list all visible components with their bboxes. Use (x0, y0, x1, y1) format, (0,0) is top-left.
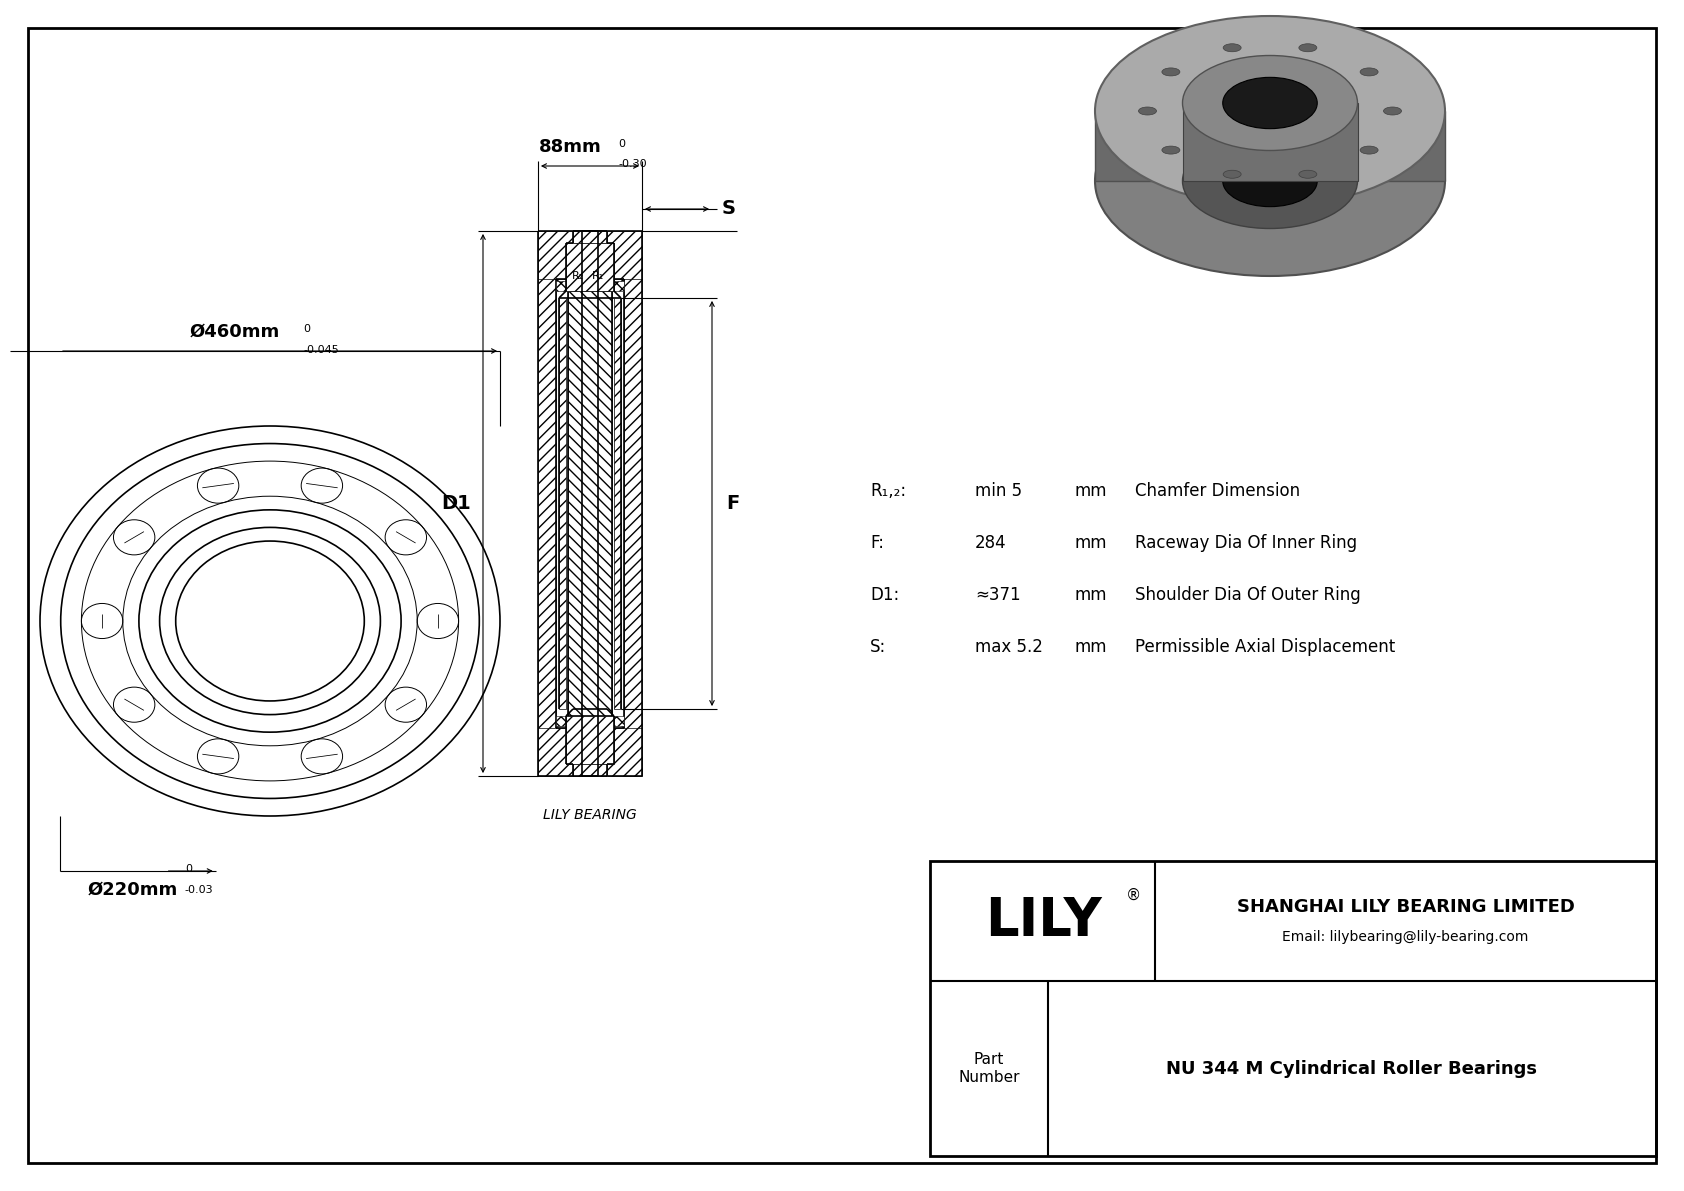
Text: Shoulder Dia Of Outer Ring: Shoulder Dia Of Outer Ring (1135, 586, 1361, 604)
Ellipse shape (1223, 155, 1317, 207)
Text: NU 344 M Cylindrical Roller Bearings: NU 344 M Cylindrical Roller Bearings (1167, 1060, 1537, 1078)
Text: SHANGHAI LILY BEARING LIMITED: SHANGHAI LILY BEARING LIMITED (1236, 898, 1575, 916)
Text: LILY: LILY (985, 894, 1101, 947)
Text: R₂: R₂ (573, 272, 584, 281)
Text: 0: 0 (185, 863, 192, 874)
Text: R₁: R₁ (593, 272, 605, 281)
Text: 284: 284 (975, 534, 1007, 551)
Text: F: F (726, 494, 739, 513)
Text: mm: mm (1074, 534, 1108, 551)
Ellipse shape (1384, 107, 1401, 116)
Ellipse shape (1298, 170, 1317, 179)
Text: S:: S: (871, 638, 886, 656)
Bar (566, 716, 615, 763)
Text: mm: mm (1074, 638, 1108, 656)
Bar (559, 298, 566, 709)
Bar (537, 231, 556, 777)
Bar (573, 763, 606, 777)
Bar (556, 716, 568, 727)
Bar (573, 231, 606, 243)
Bar (615, 298, 621, 709)
Text: Ø220mm: Ø220mm (88, 881, 179, 899)
Ellipse shape (1138, 107, 1157, 116)
Bar (568, 291, 611, 716)
Text: Chamfer Dimension: Chamfer Dimension (1135, 482, 1300, 500)
Bar (625, 231, 642, 777)
Text: LILY BEARING: LILY BEARING (544, 807, 637, 822)
Text: mm: mm (1074, 586, 1108, 604)
Ellipse shape (1182, 133, 1357, 229)
Polygon shape (1095, 111, 1445, 181)
Text: -0.30: -0.30 (618, 160, 647, 169)
Polygon shape (1182, 102, 1357, 181)
Ellipse shape (1223, 170, 1241, 179)
Text: -0.045: -0.045 (303, 345, 338, 355)
Text: Ø460mm: Ø460mm (190, 323, 280, 341)
Bar (566, 243, 615, 291)
Text: Email: lilybearing@lily-bearing.com: Email: lilybearing@lily-bearing.com (1282, 930, 1529, 944)
Ellipse shape (1095, 15, 1445, 206)
Text: max 5.2: max 5.2 (975, 638, 1042, 656)
Text: min 5: min 5 (975, 482, 1022, 500)
Ellipse shape (1162, 68, 1180, 76)
Bar (537, 728, 642, 777)
Text: Part
Number: Part Number (958, 1053, 1021, 1085)
Text: ®: ® (1125, 887, 1140, 903)
Text: ≈371: ≈371 (975, 586, 1021, 604)
Bar (556, 281, 568, 291)
Text: S: S (722, 200, 736, 218)
Text: D1: D1 (441, 494, 472, 513)
Text: 88mm: 88mm (539, 138, 601, 156)
Bar (537, 231, 642, 279)
Ellipse shape (1223, 44, 1241, 51)
Ellipse shape (1298, 44, 1317, 51)
Text: 0: 0 (618, 139, 625, 149)
Ellipse shape (1223, 77, 1317, 129)
Text: Raceway Dia Of Inner Ring: Raceway Dia Of Inner Ring (1135, 534, 1357, 551)
Ellipse shape (1162, 146, 1180, 154)
Text: Permissible Axial Displacement: Permissible Axial Displacement (1135, 638, 1396, 656)
Text: 0: 0 (303, 324, 310, 333)
Text: F:: F: (871, 534, 884, 551)
Bar (930, 861, 1655, 1156)
Text: D1:: D1: (871, 586, 899, 604)
Text: R₁,₂:: R₁,₂: (871, 482, 906, 500)
Ellipse shape (1361, 146, 1378, 154)
Text: mm: mm (1074, 482, 1108, 500)
Text: -0.03: -0.03 (185, 885, 214, 894)
Bar (611, 281, 625, 291)
Ellipse shape (1095, 86, 1445, 276)
Ellipse shape (1361, 68, 1378, 76)
Ellipse shape (1182, 56, 1357, 150)
Bar (611, 716, 625, 727)
